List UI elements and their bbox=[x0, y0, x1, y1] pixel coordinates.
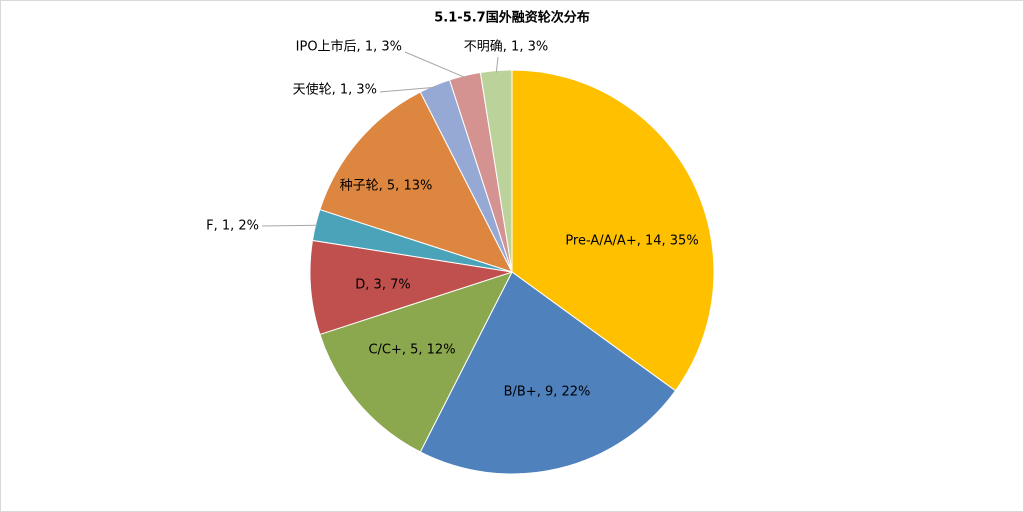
leader-line bbox=[404, 51, 466, 78]
data-label: B/B+, 9, 22% bbox=[504, 385, 591, 400]
data-label: Pre-A/A/A+, 14, 35% bbox=[565, 234, 698, 249]
data-label: F, 1, 2% bbox=[206, 219, 259, 234]
leader-line bbox=[261, 224, 318, 227]
data-label: D, 3, 7% bbox=[355, 278, 410, 293]
data-label: 种子轮, 5, 13% bbox=[340, 179, 433, 194]
data-label: 不明确, 1, 3% bbox=[464, 40, 548, 55]
pie-slice bbox=[319, 271, 513, 453]
data-label: 天使轮, 1, 3% bbox=[293, 82, 377, 98]
leader-line bbox=[379, 86, 436, 93]
chart-title: 5.1-5.7国外融资轮次分布 bbox=[434, 10, 589, 26]
pie-slice bbox=[419, 271, 677, 475]
pie-slice bbox=[309, 239, 513, 336]
data-label: IPO上市后, 1, 3% bbox=[296, 39, 402, 55]
pie-slice bbox=[511, 69, 715, 392]
data-label: C/C+, 5, 12% bbox=[368, 343, 455, 358]
pie-slice bbox=[319, 91, 513, 273]
leader-line bbox=[495, 56, 499, 73]
